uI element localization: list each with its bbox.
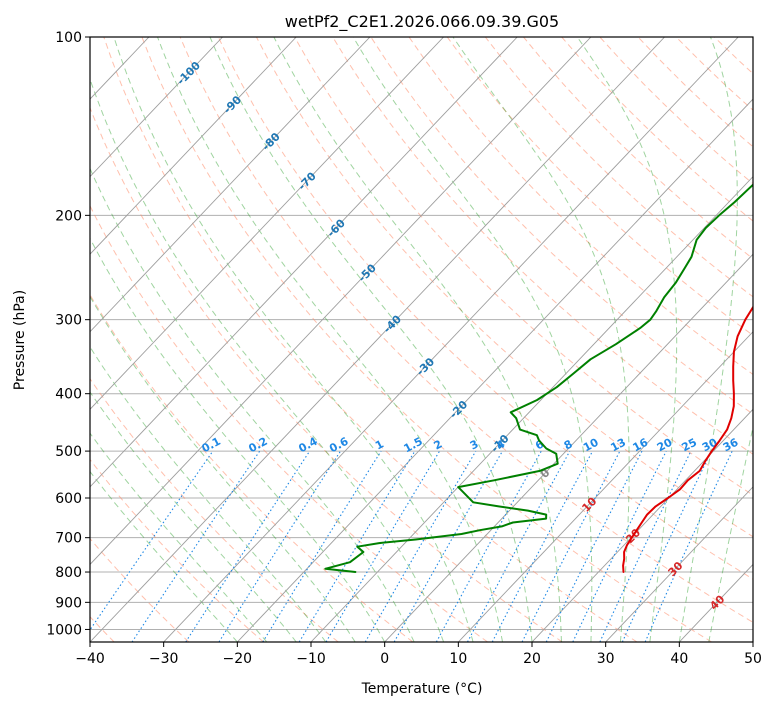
x-tick-label: −10: [296, 651, 326, 667]
x-tick-label: −30: [149, 651, 179, 667]
mixing-ratio-line: [572, 450, 667, 642]
dry-adiabat-line: [294, 37, 753, 496]
y-tick-label: 600: [55, 491, 82, 507]
moist-adiabat-line: [678, 37, 738, 642]
mixing-ratio-label: 30: [700, 435, 720, 454]
dry-adiabat-line: [90, 106, 563, 642]
mixing-ratio-line: [185, 450, 311, 642]
moist-adiabat-line: [576, 37, 678, 642]
isotherm-line: [90, 37, 223, 178]
y-tick-label: 200: [55, 208, 82, 224]
mixing-ratio-line: [545, 450, 643, 642]
dry-adiabat-line: [408, 37, 753, 375]
isotherm-line: [605, 486, 753, 642]
mixing-ratio-line: [218, 450, 341, 642]
mixing-ratio-label: 16: [631, 436, 651, 455]
plot-frame: [89, 36, 754, 643]
dry-adiabat-line: [446, 37, 753, 336]
dry-adiabat-line: [103, 37, 638, 642]
dry-adiabat-line: [90, 204, 488, 642]
isotherm-line: [90, 37, 297, 255]
y-tick-label: 900: [55, 595, 82, 611]
y-axis-ticks: 100 200 300 400 500 600 700 800 900 1000: [46, 30, 90, 638]
y-axis-label: Pressure (hPa): [12, 290, 28, 390]
dry-adiabat-line: [752, 37, 753, 39]
isotherm-line: [90, 37, 444, 410]
x-tick-label: 30: [597, 651, 615, 667]
isotherms: [0, 37, 753, 642]
isotherm-line: [163, 37, 739, 642]
isotherm-line: [384, 253, 753, 642]
moist-adiabat-line: [209, 37, 533, 642]
y-tick-label: 800: [55, 565, 82, 581]
moist-adiabat-line: [90, 391, 297, 642]
x-tick-label: 0: [380, 651, 389, 667]
moist-adiabat-line: [113, 37, 474, 642]
mixing-ratio-line: [298, 450, 416, 642]
mixing-ratio-line: [262, 450, 382, 642]
y-tick-label: 1000: [46, 622, 82, 638]
mixing-ratio-label: 10: [581, 436, 601, 455]
x-axis-ticks: −40 −30 −20 −10 0 10 20 30 40 50: [75, 642, 762, 667]
plot-background: [90, 37, 753, 642]
isotherm-line: [531, 408, 753, 642]
y-tick-label: 500: [55, 444, 82, 460]
moist-adiabat-line: [90, 346, 327, 642]
mixing-ratio-line: [90, 450, 214, 631]
moist-adiabat-line: [90, 237, 386, 642]
moist-adiabat-line: [157, 37, 503, 642]
y-tick-label: 700: [55, 531, 82, 547]
mixing-ratio-line: [644, 450, 733, 642]
dry-adiabat-line: [90, 537, 190, 642]
y-tick-label: 300: [55, 313, 82, 329]
dewpoint-profile-line: [324, 183, 753, 573]
dry-adiabat-line: [90, 458, 264, 642]
isotherm-line: [90, 37, 518, 488]
chart-title: wetPf2_C2E1.2026.066.09.39.G05: [285, 12, 559, 32]
mixing-ratio-label: 36: [721, 436, 741, 455]
isotherm-line: [90, 37, 665, 642]
moist-adiabat-line: [352, 37, 593, 642]
isotherm-line: [237, 98, 753, 642]
isotherm-line: [0, 37, 2, 642]
profile-lines: [324, 183, 753, 573]
mixing-ratio-lines: [90, 450, 733, 642]
moist-adiabat-line: [90, 77, 445, 642]
dry-adiabat-line: [332, 37, 753, 455]
moist-adiabat-line: [273, 37, 562, 642]
isotherm-line: [752, 641, 753, 642]
dry-adiabat-line: [370, 37, 753, 415]
dry-adiabat-line: [141, 37, 712, 642]
y-tick-label: 400: [55, 387, 82, 403]
x-tick-label: 10: [449, 651, 467, 667]
moist-adiabat-line: [452, 37, 630, 642]
dry-adiabats: [90, 37, 753, 642]
dry-adiabat-line: [179, 37, 753, 623]
moist-adiabat-line: [90, 295, 356, 642]
x-tick-label: 50: [744, 651, 762, 667]
mixing-ratio-label: 13: [608, 436, 628, 455]
moist-adiabat-line: [90, 470, 238, 642]
x-tick-label: 20: [523, 651, 541, 667]
x-tick-label: −40: [75, 651, 105, 667]
moist-adiabat-line: [708, 424, 753, 642]
y-tick-label: 100: [55, 30, 82, 46]
mixing-ratio-line: [435, 450, 542, 642]
mixing-ratio-line: [393, 450, 503, 642]
x-tick-label: −20: [223, 651, 253, 667]
isotherm-line: [90, 37, 592, 566]
isotherm-line: [90, 37, 371, 333]
temperature-profile-line: [622, 305, 753, 573]
mixing-ratio-label: 20: [655, 435, 675, 454]
mixing-ratio-line: [467, 450, 571, 642]
moist-adiabats: [90, 37, 753, 642]
dry-adiabat-line: [217, 37, 753, 580]
x-tick-label: 40: [670, 651, 688, 667]
moist-adiabat-line: [90, 432, 268, 642]
mixing-ratio-line: [131, 450, 261, 642]
isotherm-line: [458, 331, 753, 642]
x-axis-label: Temperature (°C): [361, 681, 483, 697]
mixing-ratio-label: 25: [679, 436, 699, 455]
